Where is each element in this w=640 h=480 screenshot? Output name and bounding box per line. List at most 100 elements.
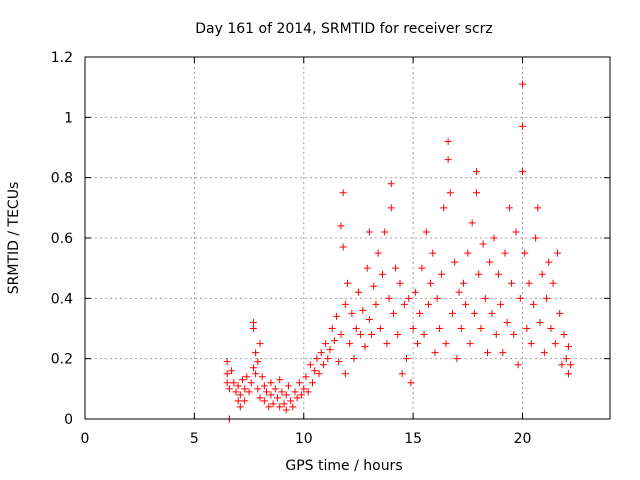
data-point (449, 309, 456, 317)
data-point (291, 388, 299, 396)
data-point (295, 379, 303, 387)
data-point (223, 379, 231, 387)
data-point (519, 122, 526, 130)
data-point (560, 331, 568, 339)
data-point (337, 331, 345, 339)
data-point (396, 279, 404, 287)
data-point (319, 361, 327, 369)
data-point (254, 358, 262, 366)
x-tick-label: 5 (190, 431, 199, 447)
data-point (368, 331, 376, 339)
data-point (444, 156, 452, 164)
data-point (545, 258, 553, 266)
data-point (540, 349, 548, 357)
data-point (405, 294, 413, 302)
data-point (494, 270, 502, 278)
data-point (464, 249, 472, 257)
data-point (414, 340, 421, 348)
data-point (564, 370, 572, 378)
data-point (424, 300, 432, 308)
data-point (223, 370, 231, 378)
data-point (228, 367, 236, 375)
y-tick-label: 1.2 (51, 50, 73, 66)
data-point (488, 309, 496, 317)
data-point (453, 355, 461, 363)
data-point (341, 370, 349, 378)
x-tick-label: 10 (295, 431, 313, 447)
data-point (468, 219, 476, 227)
data-point (466, 340, 474, 348)
data-point (462, 300, 470, 308)
data-point (333, 312, 341, 320)
data-point (486, 258, 494, 266)
data-point (326, 346, 334, 354)
data-point (287, 397, 295, 405)
data-point (427, 279, 435, 287)
data-point (431, 349, 439, 357)
data-point (258, 373, 266, 381)
chart-title: Day 161 of 2014, SRMTID for receiver scr… (195, 21, 493, 37)
x-tick-label: 20 (514, 431, 532, 447)
data-point (271, 385, 279, 393)
data-point (564, 343, 572, 351)
data-point (249, 325, 257, 332)
data-point (350, 355, 358, 363)
data-point (442, 340, 450, 348)
data-point (317, 349, 325, 357)
data-point (302, 373, 310, 381)
data-point (387, 204, 395, 212)
x-tick-label: 0 (81, 431, 90, 447)
data-point (313, 355, 321, 363)
data-point (418, 264, 426, 272)
data-point (315, 370, 323, 378)
data-point (416, 309, 424, 317)
data-points (223, 80, 575, 423)
data-point (411, 288, 419, 296)
data-point (328, 325, 336, 332)
data-point (519, 80, 526, 88)
data-point (359, 306, 367, 314)
data-point (473, 168, 481, 176)
data-point (357, 331, 365, 339)
data-point (534, 204, 542, 212)
data-point (473, 189, 481, 197)
data-point (538, 270, 546, 278)
data-point (339, 243, 347, 251)
data-point (455, 288, 463, 296)
data-point (519, 168, 526, 176)
y-tick-label: 0.6 (51, 231, 73, 247)
data-point (225, 385, 233, 393)
data-point (547, 325, 555, 332)
data-point (562, 355, 570, 363)
data-point (324, 355, 332, 363)
data-point (529, 300, 537, 308)
data-point (252, 349, 260, 357)
data-point (337, 222, 345, 230)
data-point (365, 228, 373, 236)
data-point (433, 294, 441, 302)
data-point (346, 340, 354, 348)
data-point (394, 331, 402, 339)
data-point (497, 300, 505, 308)
data-point (525, 279, 533, 287)
y-tick-label: 0.2 (51, 352, 73, 368)
data-point (241, 397, 249, 405)
data-point (245, 388, 253, 396)
data-point (274, 394, 281, 402)
data-point (363, 264, 371, 272)
y-tick-label: 0 (64, 412, 73, 428)
y-axis-title: SRMTID / TECUs (6, 182, 22, 295)
data-point (435, 325, 443, 332)
data-point (503, 318, 511, 326)
data-point (481, 294, 489, 302)
data-point (523, 325, 531, 332)
data-point (335, 358, 343, 366)
data-point (341, 300, 349, 308)
data-point (276, 403, 284, 411)
data-point (344, 279, 351, 287)
data-point (276, 376, 284, 384)
data-point (446, 189, 454, 197)
data-point (514, 361, 522, 369)
y-tick-label: 0.4 (51, 291, 73, 307)
data-point (234, 382, 242, 390)
